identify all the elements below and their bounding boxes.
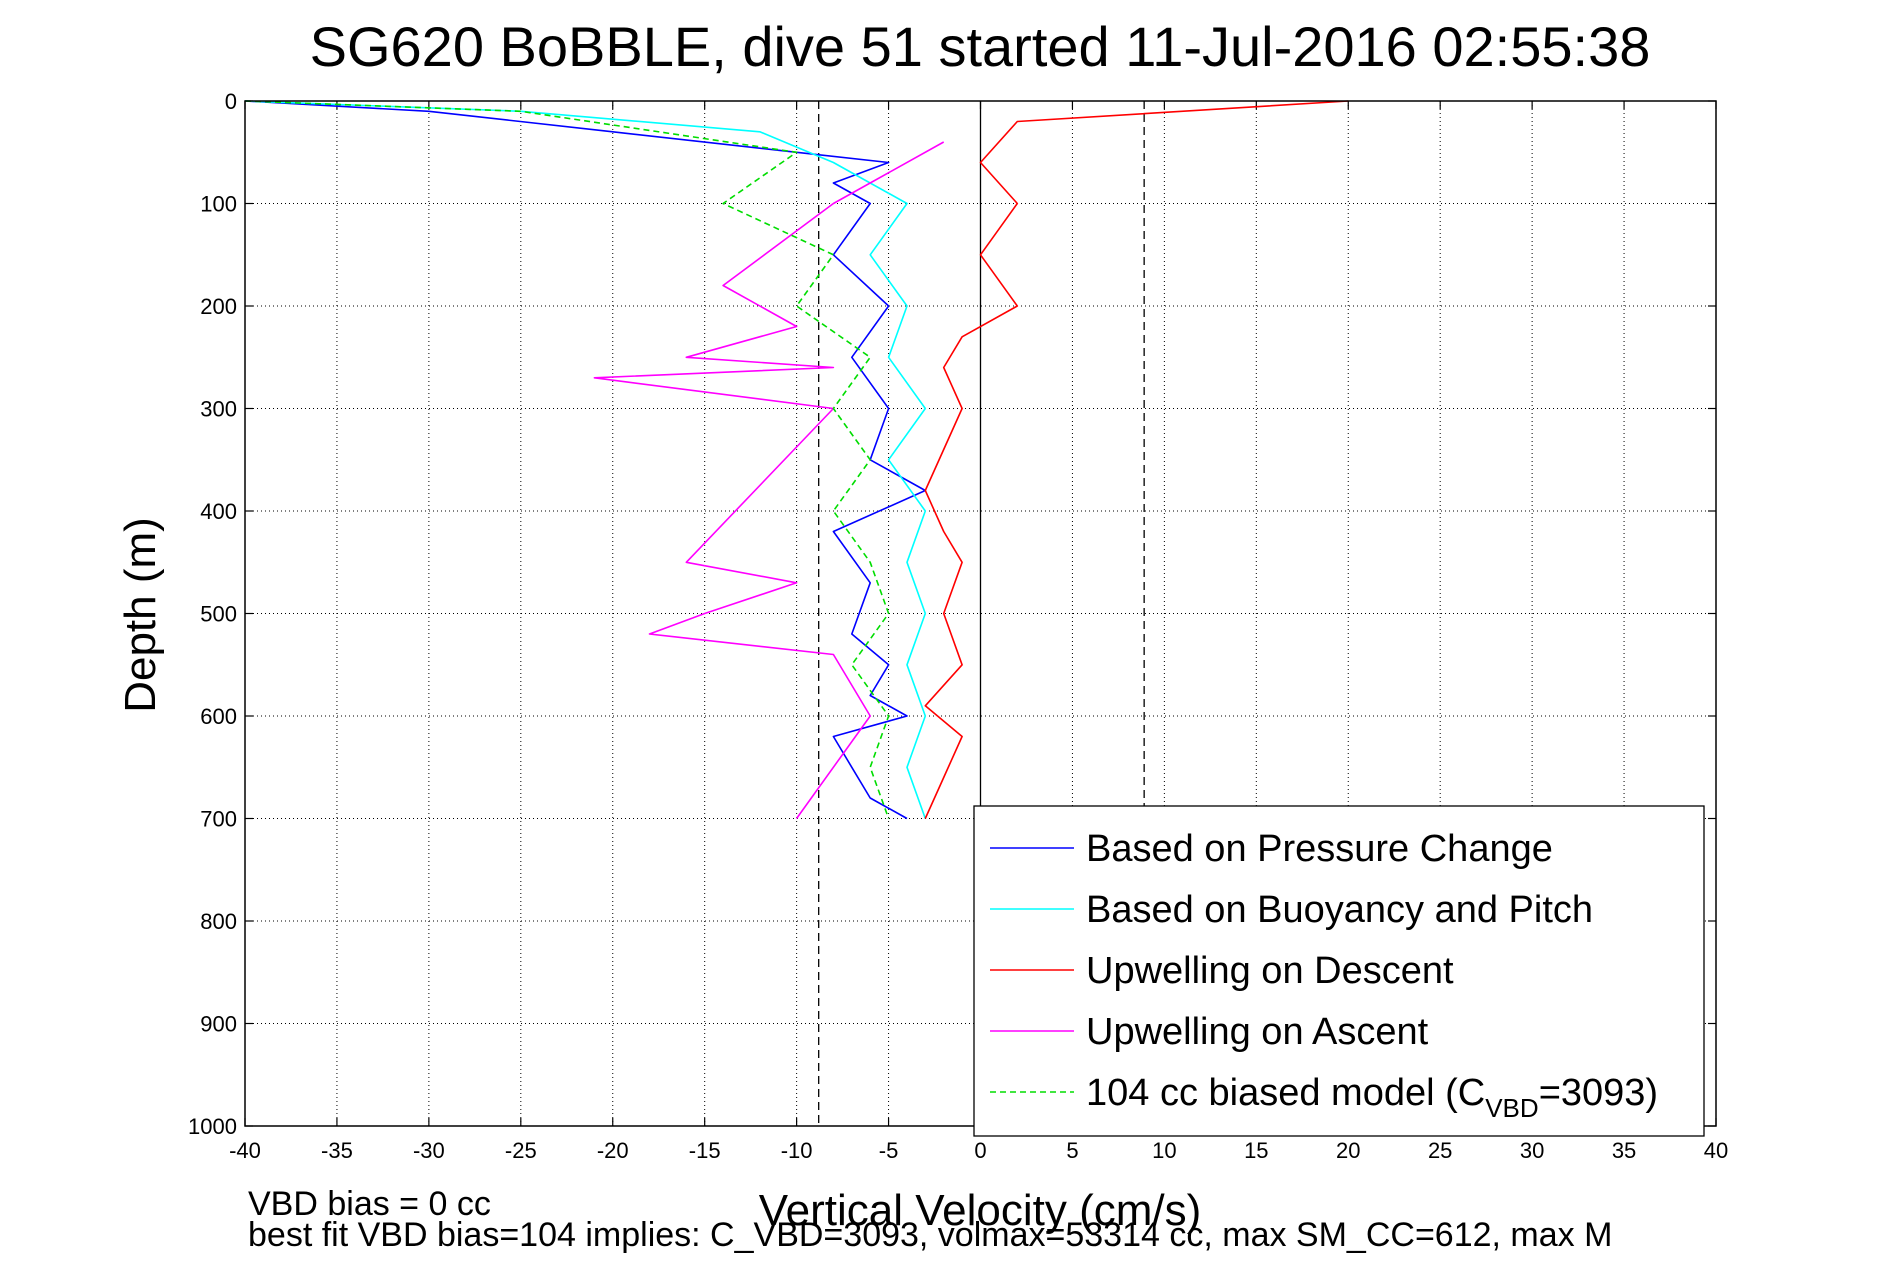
y-tick-label: 400	[200, 499, 237, 524]
x-tick-label: -5	[879, 1138, 899, 1163]
x-tick-label: 15	[1244, 1138, 1268, 1163]
legend-label: Based on Buoyancy and Pitch	[1086, 889, 1593, 931]
x-tick-label: -10	[781, 1138, 813, 1163]
series-line-2	[244, 100, 927, 819]
x-tick-label: 5	[1066, 1138, 1078, 1163]
footer-line1: VBD bias = 0 cc	[248, 1185, 491, 1223]
y-tick-label: 200	[200, 294, 237, 319]
x-tick-label: 35	[1612, 1138, 1636, 1163]
legend-label-main: Upwelling on Descent	[1086, 950, 1454, 992]
y-axis-label: Depth (m)	[116, 517, 165, 713]
x-tick-label: 30	[1520, 1138, 1544, 1163]
x-tick-label: 10	[1152, 1138, 1176, 1163]
x-tick-label: -35	[321, 1138, 353, 1163]
x-tick-label: 0	[974, 1138, 986, 1163]
series-layer	[244, 100, 1349, 820]
chart-title: SG620 BoBBLE, dive 51 started 11-Jul-201…	[310, 15, 1651, 78]
legend-box	[973, 805, 1705, 1137]
legend-label-main: 104 cc biased model (C	[1086, 1072, 1485, 1114]
legend-label-main: Upwelling on Ascent	[1086, 1011, 1429, 1053]
y-tick-label: 800	[200, 909, 237, 934]
series-line-3	[924, 100, 1349, 819]
y-tick-label: 0	[225, 89, 237, 114]
y-tick-label: 300	[200, 397, 237, 422]
y-tick-label: 100	[200, 192, 237, 217]
x-tick-label: 25	[1428, 1138, 1452, 1163]
x-tick-label: -40	[229, 1138, 261, 1163]
series-line-5	[244, 100, 890, 819]
x-tick-label: -30	[413, 1138, 445, 1163]
x-tick-label: 20	[1336, 1138, 1360, 1163]
legend-label: Upwelling on Ascent	[1086, 1011, 1429, 1053]
x-tick-label: -15	[689, 1138, 721, 1163]
legend-label-subscript: VBD	[1485, 1093, 1538, 1123]
y-tick-label: 500	[200, 602, 237, 627]
footer-line2: best fit VBD bias=104 implies: C_VBD=309…	[248, 1216, 1612, 1254]
x-tick-labels: -40 -35 -30 -25 -20 -15 -10 -5 0 5 10 15 20 25 30 35 40	[229, 1138, 1728, 1163]
y-tick-label: 600	[200, 704, 237, 729]
y-tick-label: 900	[200, 1012, 237, 1037]
legend: Based on Pressure Change Based on Buoyanc…	[973, 805, 1705, 1137]
y-tick-label: 1000	[188, 1114, 237, 1139]
x-tick-label: 40	[1704, 1138, 1728, 1163]
legend-label: Based on Pressure Change	[1086, 828, 1553, 870]
legend-label-main: Based on Buoyancy and Pitch	[1086, 889, 1593, 931]
x-tick-label: -25	[505, 1138, 537, 1163]
x-tick-label: -20	[597, 1138, 629, 1163]
y-tick-labels: 0 100 200 300 400 500 600 700 800 900 1000	[188, 89, 237, 1139]
legend-label-tail: =3093)	[1539, 1072, 1658, 1114]
legend-label: Upwelling on Descent	[1086, 950, 1454, 992]
legend-label: 104 cc biased model (CVBD=3093)	[1086, 1072, 1658, 1123]
x-axis-label: Vertical Velocity (cm/s)	[759, 1186, 1202, 1235]
y-tick-label: 700	[200, 807, 237, 832]
legend-label-main: Based on Pressure Change	[1086, 828, 1553, 870]
